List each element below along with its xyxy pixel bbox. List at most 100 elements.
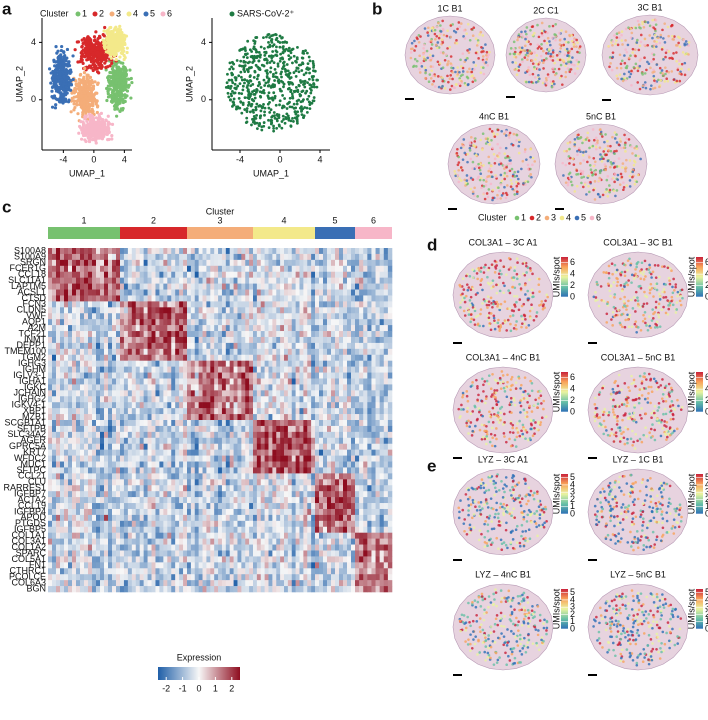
heatmap-cell [52, 550, 57, 557]
spot [623, 54, 626, 57]
heatmap-cell [76, 414, 81, 421]
spot [630, 31, 634, 35]
umap-point [86, 92, 90, 97]
spot [558, 76, 562, 80]
heatmap-cell [48, 420, 53, 427]
heatmap-cell [112, 467, 117, 474]
heatmap-cell [120, 467, 125, 474]
umap-point [114, 57, 118, 62]
heatmap-cell [64, 485, 69, 492]
heatmap-cell [92, 271, 97, 278]
heatmap-cell [108, 425, 113, 433]
heatmap-cell [76, 485, 81, 492]
heatmap-cell [48, 508, 53, 516]
heatmap-cell [60, 431, 65, 439]
spot [441, 79, 445, 83]
heatmap-cell [96, 307, 101, 314]
heatmap-cell [60, 307, 65, 314]
heatmap-cell [76, 538, 81, 545]
heatmap-cell [100, 586, 105, 593]
heatmap-cell [108, 574, 113, 581]
spot [670, 70, 674, 73]
spot [623, 72, 626, 76]
heatmap-cell [100, 461, 105, 468]
spot [651, 18, 654, 22]
spot [606, 175, 610, 178]
umap-point [294, 75, 298, 78]
heatmap-cell [76, 301, 81, 308]
heatmap-cell [60, 348, 65, 356]
heatmap-cell [88, 253, 93, 261]
umap-point [257, 50, 261, 54]
heatmap-cell [92, 556, 97, 563]
heatmap-cell [96, 580, 101, 587]
heatmap-cell [48, 556, 53, 563]
spot [649, 66, 652, 70]
spot [586, 160, 589, 164]
spot [450, 66, 453, 70]
heatmap-cell [48, 532, 53, 539]
spot [571, 56, 574, 59]
umap-point [256, 84, 260, 88]
heatmap-cell [80, 307, 85, 314]
umap-point [111, 51, 115, 55]
spot [614, 42, 617, 46]
umap-point [122, 86, 126, 90]
spot [527, 66, 530, 69]
spot [478, 168, 482, 172]
heatmap-cell [52, 431, 57, 439]
heatmap-cell [96, 414, 101, 421]
spot [681, 51, 685, 54]
umap-point [100, 63, 104, 68]
heatmap-cell [92, 562, 97, 569]
umap-point [257, 67, 261, 71]
heatmap-cell [76, 556, 81, 563]
umap-point [259, 95, 263, 99]
umap-point [96, 66, 100, 70]
heatmap-cell [76, 313, 81, 320]
umap-point [300, 69, 304, 72]
spot [687, 68, 691, 71]
spot [491, 188, 495, 192]
heatmap-cell [96, 467, 101, 474]
umap-point [62, 57, 66, 62]
spot [654, 23, 658, 26]
heatmap-cell [112, 384, 117, 391]
spot [619, 140, 622, 143]
spot [563, 37, 566, 41]
spot [415, 65, 418, 68]
heatmap-cell [104, 271, 109, 278]
heatmap-cell [80, 402, 85, 409]
spot [430, 39, 433, 43]
umap-point [85, 89, 89, 93]
umap-point [305, 51, 309, 55]
spot [493, 161, 497, 165]
spot [434, 43, 438, 47]
heatmap-cell [108, 586, 113, 593]
spot [461, 142, 464, 146]
umap-point [119, 28, 123, 32]
heatmap-cell [88, 384, 93, 391]
heatmap-cell [108, 431, 113, 439]
umap-point [267, 118, 270, 122]
umap-point [115, 37, 120, 41]
umap-point [121, 35, 125, 39]
spot [589, 180, 592, 184]
spot [582, 185, 585, 189]
heatmap-cell [52, 295, 57, 302]
heatmap-cell [80, 325, 85, 332]
spot [643, 56, 646, 60]
heatmap-cell [112, 497, 117, 504]
spot [525, 40, 529, 44]
umap-point [106, 92, 110, 96]
heatmap-cell [72, 336, 77, 344]
umap-point [97, 126, 101, 130]
spot [637, 48, 641, 52]
heatmap-cell [56, 473, 61, 480]
heatmap-cell [68, 378, 73, 385]
heatmap-cell [60, 479, 65, 486]
heatmap-cell [108, 289, 113, 296]
spot [477, 166, 481, 170]
heatmap-cell [84, 265, 89, 273]
heatmap-cell [84, 497, 89, 504]
